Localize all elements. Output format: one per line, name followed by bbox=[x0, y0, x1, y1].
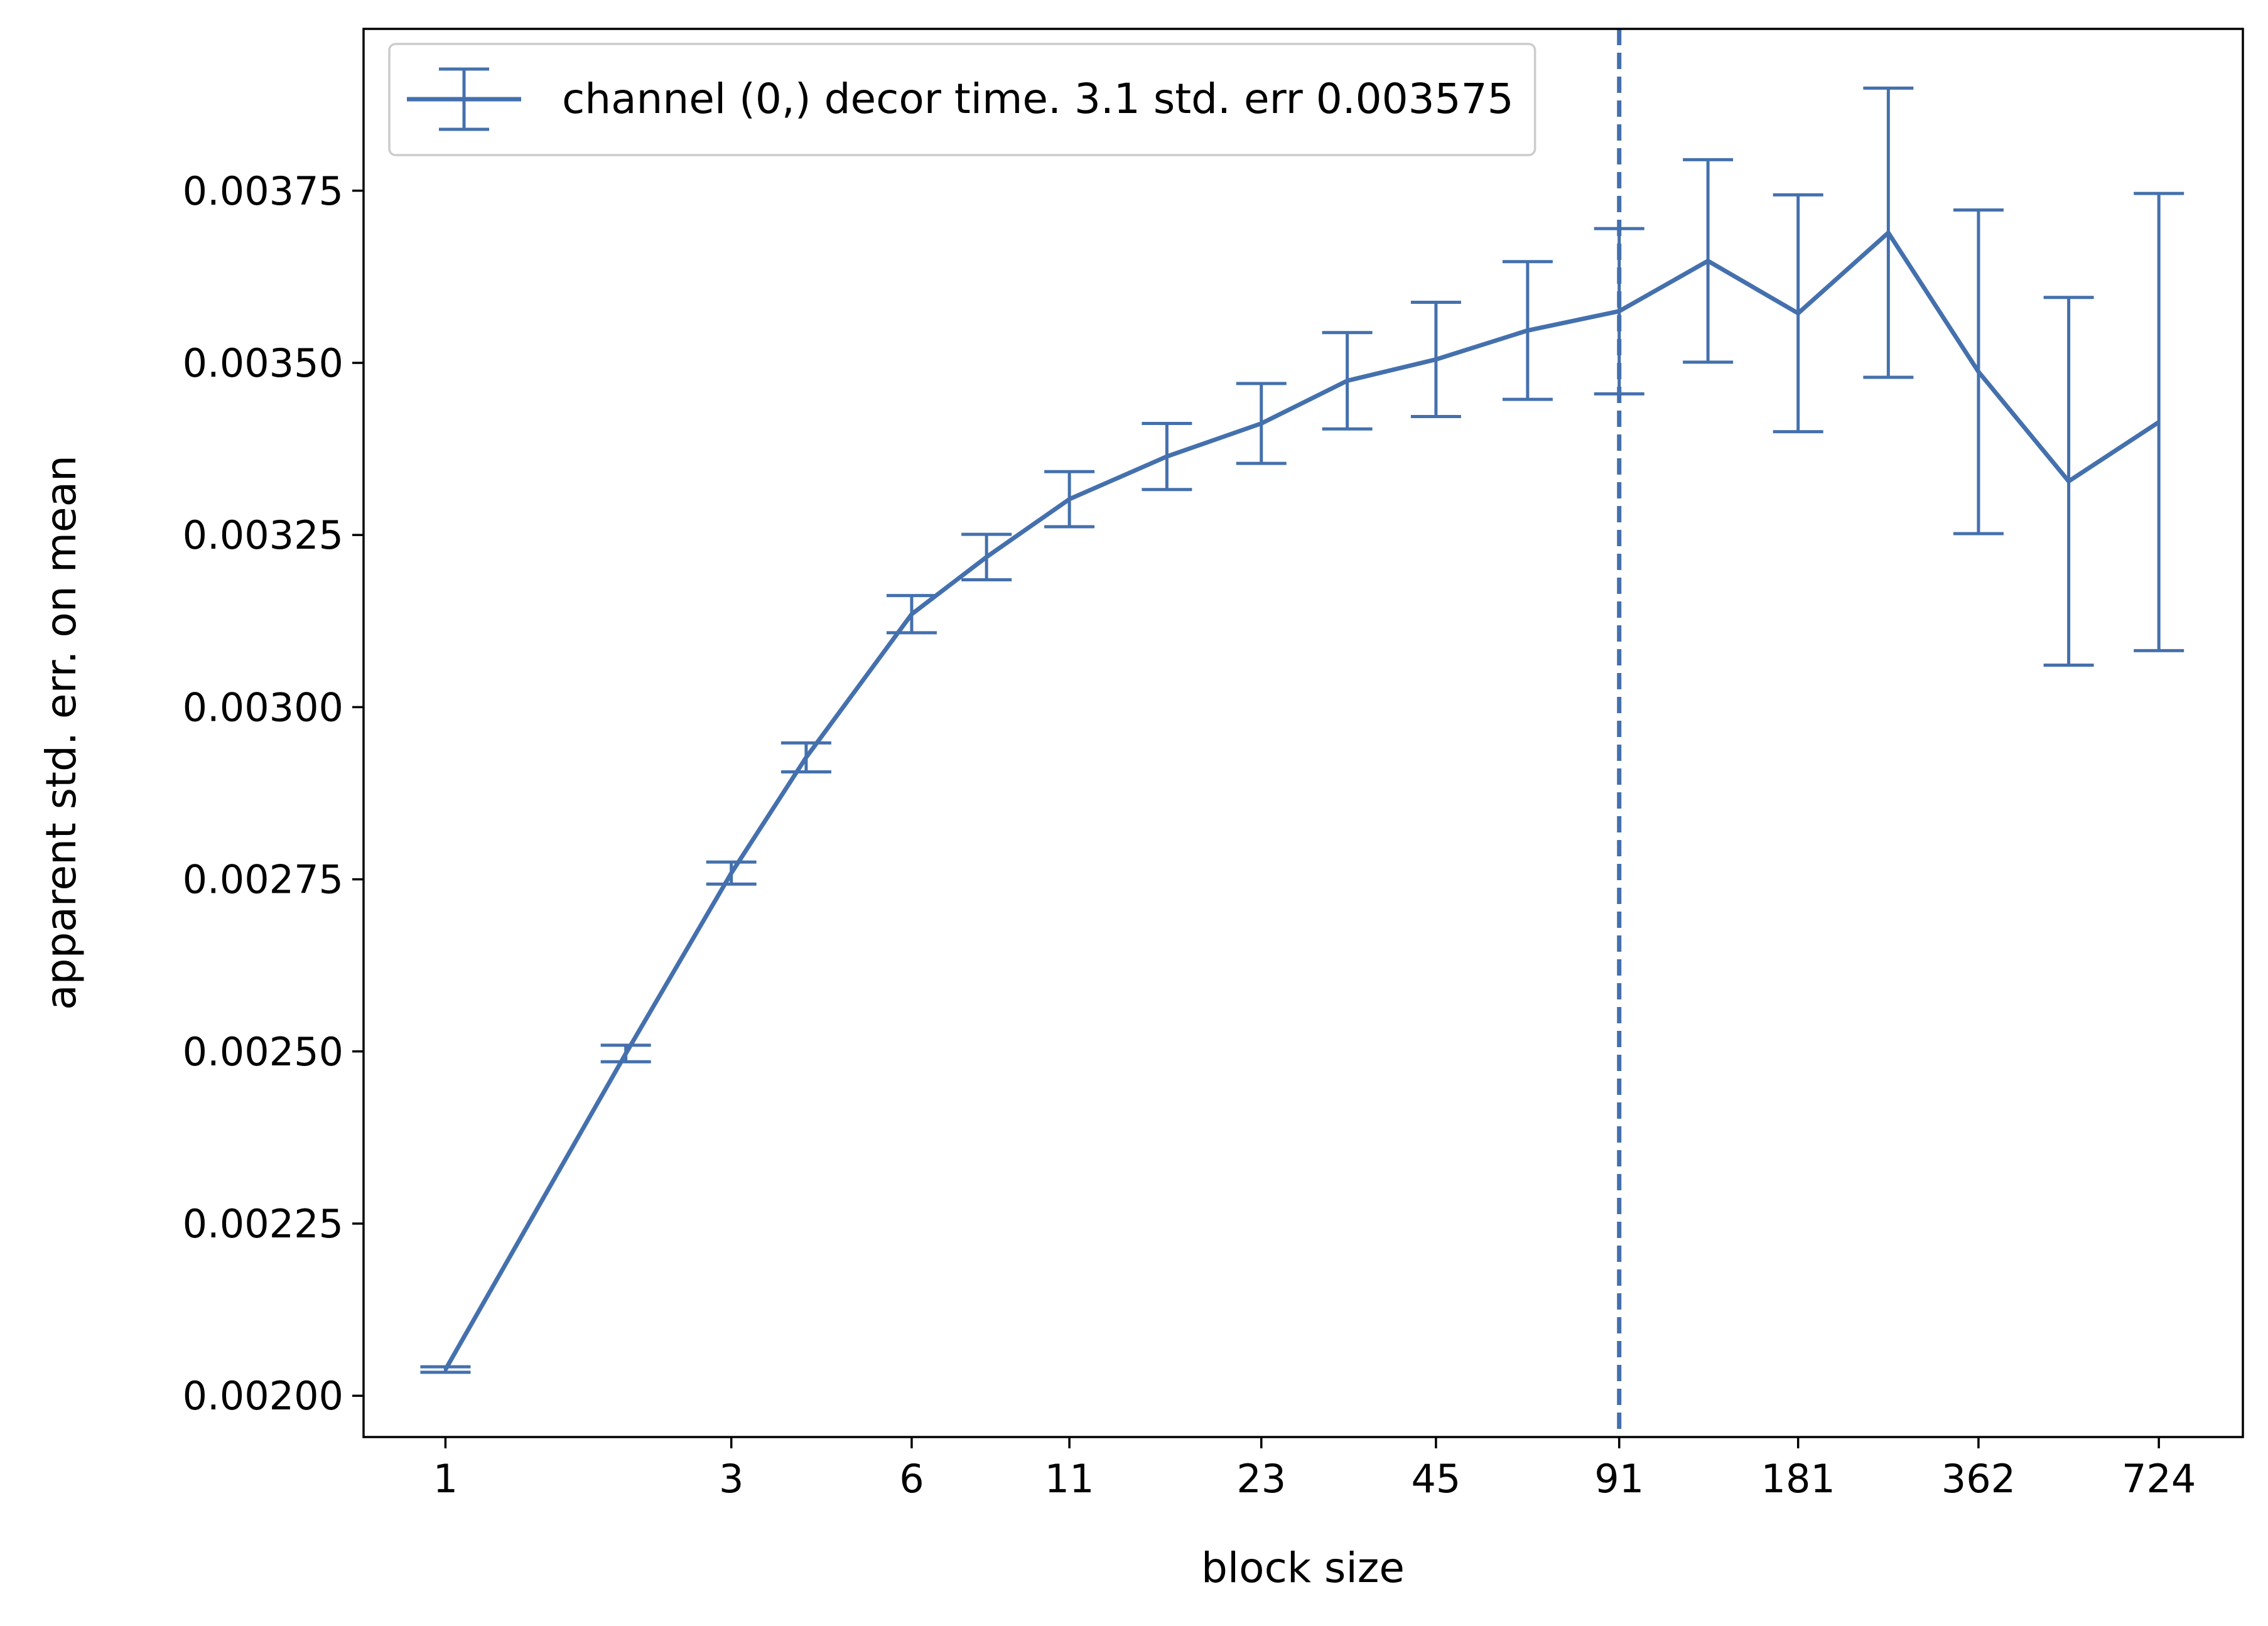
plot-frame bbox=[362, 28, 2244, 1438]
y-tick-label: 0.00300 bbox=[183, 684, 343, 730]
y-tick-label: 0.00275 bbox=[183, 857, 343, 903]
x-tick-label: 6 bbox=[899, 1456, 924, 1502]
error-bar bbox=[2134, 191, 2184, 652]
data-point bbox=[1435, 358, 1437, 360]
error-bar bbox=[1594, 227, 1644, 396]
data-point bbox=[2068, 481, 2070, 482]
legend-label: channel (0,) decor time. 3.1 std. err 0.… bbox=[562, 75, 1514, 123]
x-axis-label: block size bbox=[1201, 1544, 1405, 1592]
error-bar bbox=[961, 532, 1012, 581]
error-bar bbox=[1322, 331, 1373, 431]
legend bbox=[388, 43, 1536, 156]
error-bar bbox=[780, 741, 831, 773]
x-tick-label: 1 bbox=[433, 1456, 458, 1502]
y-axis-label: apparent std. err. on mean bbox=[37, 455, 85, 1010]
data-point bbox=[625, 1053, 627, 1054]
data-point bbox=[1887, 232, 1889, 234]
error-bar bbox=[1863, 86, 1914, 379]
error-bar bbox=[1773, 193, 1823, 434]
error-bar bbox=[1044, 470, 1095, 529]
x-tick-label: 45 bbox=[1411, 1456, 1461, 1502]
error-bar bbox=[1410, 300, 1461, 419]
plot-area bbox=[364, 29, 2243, 1437]
y-tick-label: 0.00200 bbox=[183, 1373, 343, 1419]
x-tick-label: 91 bbox=[1594, 1456, 1644, 1502]
error-bar bbox=[1142, 421, 1192, 492]
error-bar bbox=[1953, 208, 2004, 536]
x-tick-label: 181 bbox=[1761, 1456, 1835, 1502]
error-bar bbox=[2043, 296, 2094, 667]
data-point bbox=[911, 613, 912, 615]
error-bar bbox=[1683, 158, 1734, 364]
x-tick-label: 23 bbox=[1236, 1456, 1286, 1502]
error-bar bbox=[706, 860, 757, 886]
y-tick-label: 0.00225 bbox=[183, 1201, 343, 1247]
x-tick-label: 3 bbox=[719, 1456, 743, 1502]
y-tick-label: 0.00250 bbox=[183, 1029, 343, 1075]
data-point bbox=[445, 1369, 446, 1370]
error-bar bbox=[1236, 382, 1287, 465]
data-point bbox=[1527, 330, 1528, 331]
data-point bbox=[1069, 498, 1070, 500]
y-tick-label: 0.00350 bbox=[183, 340, 343, 386]
x-tick-label: 11 bbox=[1045, 1456, 1094, 1502]
error-bar bbox=[1502, 260, 1553, 401]
error-bar bbox=[420, 1365, 471, 1374]
x-tick-label: 724 bbox=[2122, 1456, 2196, 1502]
error-bar bbox=[886, 594, 937, 635]
y-tick-label: 0.00325 bbox=[183, 512, 343, 558]
x-tick-label: 362 bbox=[1941, 1456, 2016, 1502]
error-bar bbox=[600, 1043, 651, 1063]
legend-marker bbox=[407, 67, 521, 131]
y-tick-label: 0.00375 bbox=[183, 168, 343, 214]
